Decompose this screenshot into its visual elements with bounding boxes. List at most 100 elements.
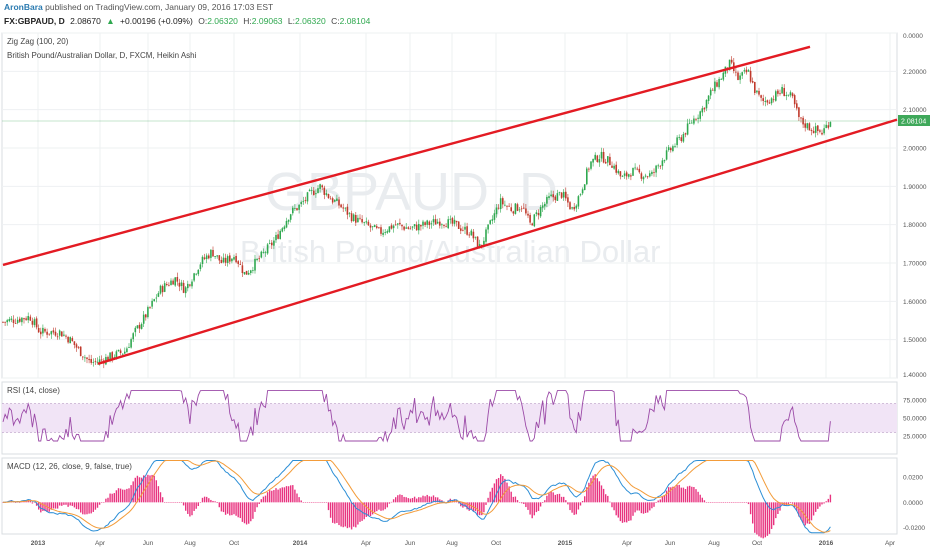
macd-hist-bar: [544, 500, 546, 503]
candle-body: [434, 219, 437, 225]
candle-body: [235, 255, 237, 263]
macd-hist-bar: [529, 502, 531, 515]
candle-body: [441, 224, 443, 226]
candle-body: [283, 226, 286, 230]
candle-body: [392, 225, 395, 229]
macd-hist-bar: [304, 502, 307, 503]
macd-hist-bar: [682, 487, 685, 503]
candle-body: [340, 204, 342, 208]
time-axis[interactable]: 2013 Apr Jun Aug Oct 2014 Apr Jun Aug Oct 2015 Apr J…: [31, 540, 896, 547]
macd-hist-bar: [157, 486, 160, 503]
macd-hist-bar: [189, 502, 191, 517]
macd-hist-bar: [203, 496, 206, 503]
candle-body: [19, 318, 21, 322]
macd-title: MACD (12, 26, close, 9, false, true): [7, 462, 132, 471]
macd-hist-bar: [338, 502, 340, 526]
macd-hist-bar: [527, 502, 529, 510]
macd-hist-bar: [672, 486, 674, 503]
candle-body: [565, 191, 567, 199]
candle-body: [552, 194, 554, 198]
macd-hist-bar: [243, 502, 246, 524]
candle-body: [138, 324, 141, 329]
macd-hist-bar: [539, 502, 542, 507]
price-tick-label: 1.60000: [903, 299, 927, 306]
macd-hist-bar: [720, 502, 722, 503]
macd-hist-bar: [245, 502, 248, 525]
macd-hist-bar: [476, 502, 479, 515]
macd-hist-bar: [98, 502, 101, 505]
macd-hist-bar: [563, 496, 565, 503]
candle-body: [331, 198, 334, 203]
price-tick-label: 2.00000: [903, 146, 927, 153]
macd-hist-bar: [546, 495, 548, 503]
macd-hist-bar: [619, 502, 622, 522]
price-panel[interactable]: GBPAUD, D British Pound/Australian Dolla…: [1, 32, 930, 379]
candle-body: [182, 282, 185, 293]
x-tick-label: 2016: [819, 540, 834, 547]
macd-hist-bar: [695, 489, 697, 503]
macd-hist-bar: [710, 502, 712, 503]
macd-hist-bar: [640, 502, 643, 514]
candle-body: [37, 327, 40, 333]
candle-body: [124, 351, 126, 354]
candle-body: [665, 150, 668, 160]
macd-hist-bar: [508, 486, 510, 503]
candle-body: [697, 117, 699, 119]
macd-hist-bar: [483, 502, 485, 513]
candle-body: [596, 155, 599, 162]
macd-hist-bar: [668, 487, 670, 503]
candle-body: [751, 81, 754, 83]
candle-body: [819, 130, 821, 132]
macd-hist-bar: [791, 502, 794, 504]
author-link[interactable]: AronBara: [4, 2, 43, 12]
candle-body: [317, 188, 319, 194]
macd-hist-bar: [210, 499, 212, 503]
candle-body: [115, 351, 118, 358]
candle-body: [625, 172, 628, 177]
macd-hist-bar: [298, 497, 300, 503]
macd-hist-bar: [607, 495, 609, 503]
macd-hist-bar: [806, 502, 808, 524]
macd-hist-bar: [84, 502, 86, 515]
candle-body: [817, 125, 819, 131]
low-label: L:: [287, 16, 295, 26]
macd-panel[interactable]: MACD (12, 26, close, 9, false, true) 0.0…: [1, 457, 925, 539]
price-axis[interactable]: 0.0000 2.20000 2.10000 2.00000 1.90000 1.8000…: [903, 33, 927, 379]
candle-body: [378, 227, 380, 229]
macd-hist-bar: [367, 502, 370, 517]
x-tick-label: Apr: [622, 540, 633, 547]
macd-hist-bar: [642, 502, 645, 514]
macd-hist-bar: [489, 491, 491, 503]
macd-hist-bar: [151, 474, 153, 503]
candle-body: [674, 146, 676, 147]
macd-histogram: [2, 474, 832, 539]
macd-hist-bar: [829, 494, 832, 503]
symbol-label[interactable]: FX:GBPAUD, D: [4, 16, 65, 26]
candle-body: [117, 349, 120, 352]
macd-hist-bar: [495, 479, 498, 503]
macd-hist-bar: [170, 502, 172, 503]
candle-body: [348, 212, 351, 214]
rsi-panel[interactable]: RSI (14, close) 75.0000 50.0000 25.0000: [1, 381, 927, 455]
candle-body: [300, 202, 302, 205]
candle-body: [411, 226, 414, 228]
macd-hist-bar: [756, 502, 758, 535]
candle-body: [588, 168, 590, 170]
candle-body: [464, 226, 466, 230]
candle-body: [712, 89, 714, 91]
channel-upper-line[interactable]: [2, 45, 811, 267]
macd-hist-bar: [283, 487, 286, 503]
macd-hist-bar: [661, 496, 664, 503]
macd-hist-bar: [812, 502, 815, 516]
candle-body: [705, 99, 708, 109]
macd-hist-bar: [819, 502, 821, 507]
candle-body: [720, 78, 722, 80]
macd-hist-bar: [707, 502, 710, 503]
candle-body: [256, 258, 258, 261]
price-tag-box: [898, 115, 930, 126]
candle-body: [634, 167, 636, 169]
macd-hist-bar: [138, 477, 141, 503]
channel-lower-line[interactable]: [97, 118, 898, 365]
candle-body: [814, 126, 817, 133]
